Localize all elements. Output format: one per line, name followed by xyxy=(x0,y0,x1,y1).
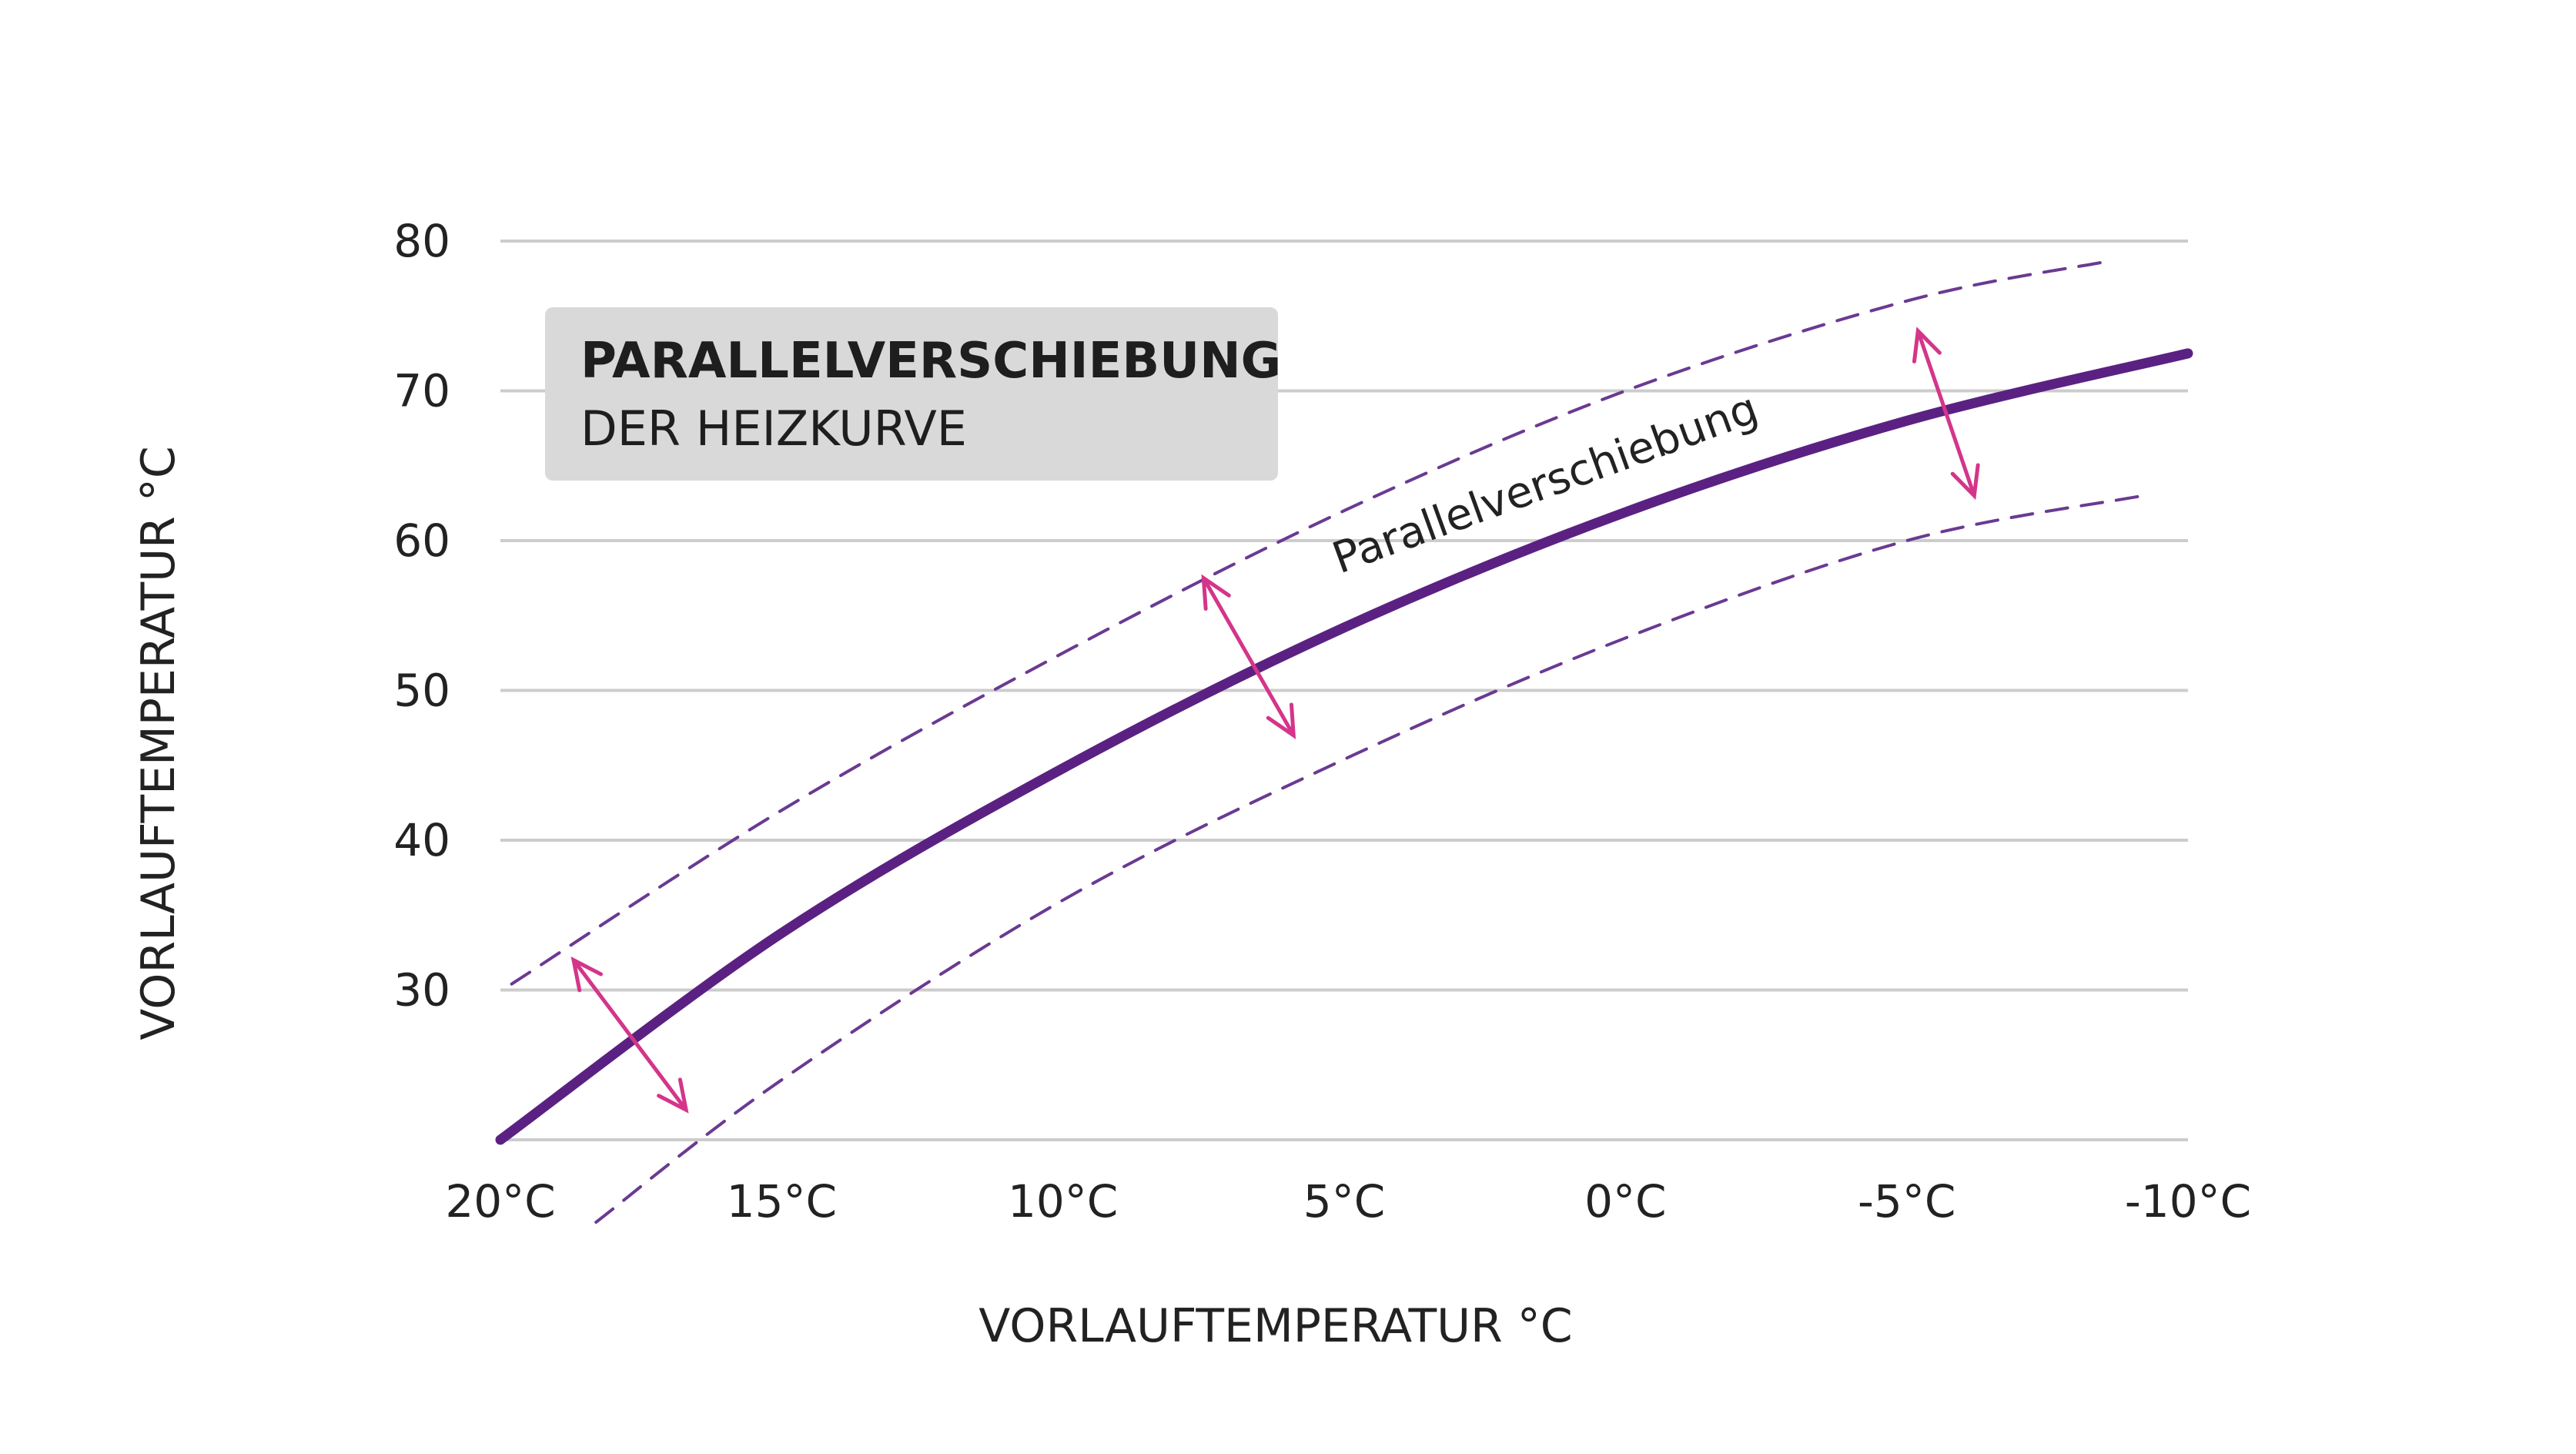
title-box: PARALLELVERSCHIEBUNG DER HEIZKURVE xyxy=(545,307,1281,481)
y-tick-label: 40 xyxy=(393,814,450,866)
y-tick-labels: 30 40 50 60 70 80 xyxy=(393,215,450,1017)
x-tick-labels: 20°C 15°C 10°C 5°C 0°C -5°C -10°C xyxy=(445,1175,2251,1228)
chart-subtitle: DER HEIZKURVE xyxy=(580,400,967,457)
double-arrow-icon xyxy=(1912,327,1980,501)
x-tick-label: 5°C xyxy=(1303,1175,1385,1228)
x-tick-label: -5°C xyxy=(1858,1175,1955,1228)
x-tick-label: -10°C xyxy=(2125,1175,2251,1228)
double-arrow-icon xyxy=(1201,574,1296,739)
y-tick-label: 60 xyxy=(393,514,450,567)
x-tick-label: 20°C xyxy=(445,1175,555,1228)
series-group xyxy=(495,260,2193,1224)
heating-curve-line xyxy=(495,348,2193,1145)
lower-shifted-curve xyxy=(594,494,2145,1224)
upper-shifted-curve xyxy=(510,260,2106,986)
title-box-background xyxy=(545,307,1278,481)
x-axis-label: VORLAUFTEMPERATUR °C xyxy=(979,1299,1572,1353)
shift-arrows xyxy=(570,327,1980,1114)
x-tick-label: 0°C xyxy=(1584,1175,1666,1228)
double-arrow-icon xyxy=(570,956,689,1114)
x-tick-label: 10°C xyxy=(1008,1175,1118,1228)
y-axis-label: VORLAUFTEMPERATUR °C xyxy=(132,446,186,1040)
y-tick-label: 80 xyxy=(393,215,450,267)
y-tick-label: 50 xyxy=(393,665,450,717)
y-tick-label: 30 xyxy=(393,964,450,1017)
x-tick-label: 15°C xyxy=(727,1175,837,1228)
chart-title: PARALLELVERSCHIEBUNG xyxy=(580,333,1281,390)
y-tick-label: 70 xyxy=(393,365,450,417)
